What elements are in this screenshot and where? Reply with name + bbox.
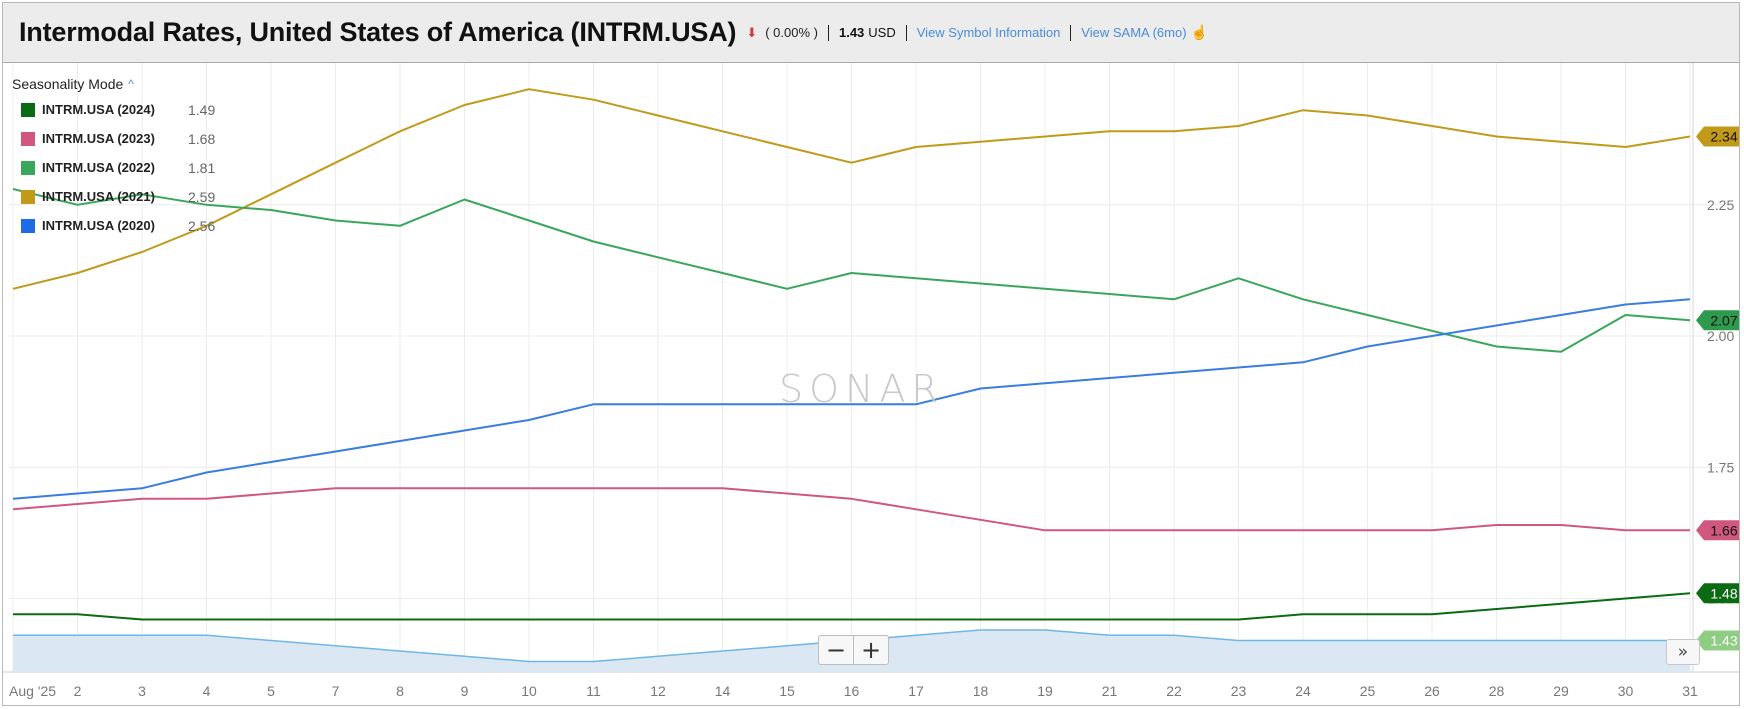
chevron-up-icon[interactable]: ^: [128, 77, 134, 91]
x-tick-label: 19: [1037, 683, 1053, 699]
legend-title: Seasonality Mode: [12, 76, 124, 92]
x-tick-label: 11: [586, 683, 601, 699]
x-tick-label: 28: [1489, 683, 1505, 699]
series-line: [12, 88, 1691, 290]
x-tick-label: 31: [1682, 683, 1698, 699]
end-value-label: 1.66: [1710, 522, 1737, 538]
x-tick-label: 29: [1553, 683, 1569, 699]
end-value-label: 1.48: [1710, 585, 1737, 601]
legend-label: INTRM.USA (2021): [42, 189, 155, 204]
hand-pointer-icon: ☝: [1190, 24, 1208, 40]
end-value-tag: [1696, 310, 1739, 331]
legend-value: 2.56: [188, 217, 216, 234]
end-value-tag: [1696, 630, 1739, 651]
legend-item[interactable]: INTRM.USA (2022) 1.81: [12, 153, 215, 182]
legend-value: 1.81: [188, 159, 216, 176]
chart-header: Intermodal Rates, United States of Ameri…: [3, 3, 1739, 63]
legend-value: 1.68: [188, 130, 216, 147]
legend-item[interactable]: INTRM.USA (2021) 2.59: [12, 182, 215, 211]
x-tick-label: 30: [1618, 683, 1634, 699]
x-tick-label: 25: [1360, 683, 1376, 699]
price-currency: USD: [868, 25, 896, 40]
series-line: [12, 487, 1690, 532]
legend: Seasonality Mode ^ INTRM.USA (2024) 1.49…: [12, 73, 215, 240]
series-line: [12, 188, 1691, 353]
legend-label: INTRM.USA (2020): [42, 218, 155, 233]
x-tick-label: 18: [973, 683, 989, 699]
x-tick-label: 5: [267, 683, 275, 699]
end-value-label: 1.43: [1710, 633, 1737, 649]
x-tick-label: Aug '25: [9, 683, 56, 699]
view-symbol-link[interactable]: View Symbol Information: [916, 25, 1061, 40]
page-title: Intermodal Rates, United States of Ameri…: [19, 17, 737, 47]
end-value-label: 2.07: [1710, 312, 1737, 328]
x-tick-label: 17: [908, 683, 924, 699]
x-tick-label: 9: [461, 683, 469, 699]
legend-value: 1.49: [188, 101, 216, 118]
series-line: [13, 592, 1691, 621]
legend-swatch: [21, 131, 35, 146]
legend-item[interactable]: INTRM.USA (2020) 2.56: [12, 211, 215, 240]
sonar-watermark: SONAR: [779, 367, 944, 411]
last-price: 1.43: [838, 25, 865, 40]
end-value-tag: [1696, 520, 1739, 541]
legend-swatch: [21, 160, 35, 175]
legend-swatch: [21, 189, 35, 204]
zoom-controls: − +: [818, 635, 889, 665]
series-line: [12, 298, 1691, 500]
x-tick-label: 15: [779, 683, 795, 699]
end-value-tag: [1696, 583, 1739, 604]
legend-label: INTRM.USA (2023): [42, 131, 155, 146]
zoom-out-button[interactable]: −: [825, 636, 847, 664]
x-tick-label: 3: [138, 683, 146, 699]
view-sama-link[interactable]: View SAMA (6mo): [1081, 25, 1187, 40]
legend-label: INTRM.USA (2022): [42, 160, 155, 175]
divider: [905, 24, 907, 41]
y-tick-label: 1.75: [1707, 459, 1734, 475]
legend-swatch: [21, 218, 35, 233]
change-percent: ( 0.00% ): [765, 25, 818, 40]
x-tick-label: 8: [396, 683, 404, 699]
expand-button[interactable]: »: [1666, 639, 1700, 665]
divider: [1070, 24, 1072, 41]
x-tick-label: 26: [1424, 683, 1440, 699]
x-tick-label: 24: [1295, 683, 1311, 699]
seasonality-mode-toggle[interactable]: Seasonality Mode ^: [12, 73, 215, 95]
legend-label: INTRM.USA (2024): [42, 102, 155, 117]
y-tick-label: 2.00: [1707, 328, 1734, 344]
down-arrow-icon: ⬇: [746, 24, 758, 40]
x-tick-label: 7: [332, 683, 340, 699]
x-tick-label: 23: [1231, 683, 1247, 699]
legend-value: 2.59: [188, 188, 216, 205]
end-value-tag: [1696, 126, 1739, 147]
legend-item[interactable]: INTRM.USA (2023) 1.68: [12, 124, 215, 153]
divider: [827, 24, 829, 41]
x-tick-label: 16: [844, 683, 860, 699]
x-tick-label: 2: [74, 683, 82, 699]
legend-swatch: [21, 102, 35, 117]
legend-item[interactable]: INTRM.USA (2024) 1.49: [12, 95, 215, 124]
x-tick-label: 10: [521, 683, 537, 699]
x-tick-label: 22: [1166, 683, 1182, 699]
end-value-label: 2.34: [1710, 129, 1737, 145]
x-tick-label: 4: [203, 683, 211, 699]
zoom-in-button[interactable]: +: [853, 636, 888, 664]
x-tick-label: 21: [1102, 683, 1118, 699]
y-tick-label: 2.25: [1707, 197, 1734, 213]
x-tick-label: 12: [650, 683, 666, 699]
x-tick-label: 14: [715, 683, 731, 699]
